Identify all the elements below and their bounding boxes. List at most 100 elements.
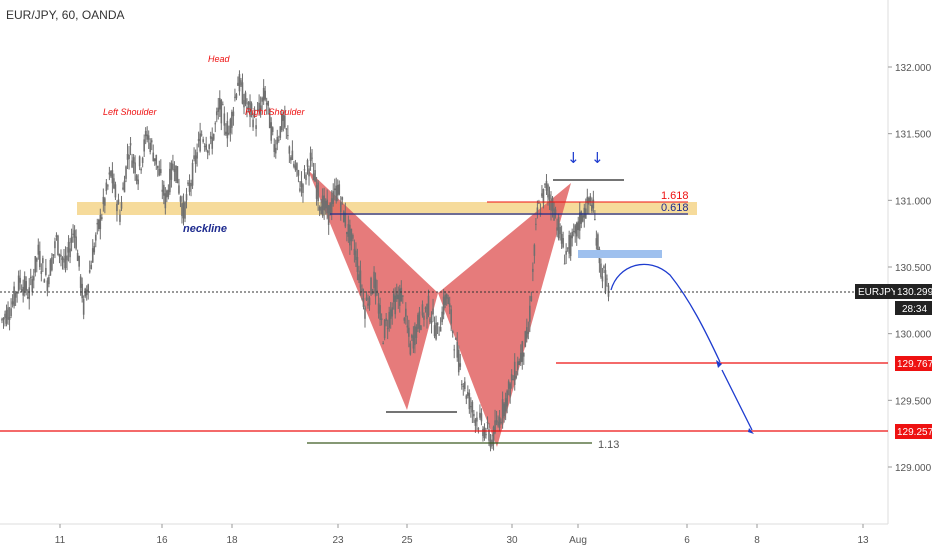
candle-body — [519, 352, 522, 363]
level-1-tag: 129.767 — [897, 359, 932, 370]
candle-body — [591, 204, 593, 211]
candle-body — [317, 182, 319, 202]
candle-body — [113, 178, 115, 189]
candle-body — [411, 334, 413, 338]
candle-body — [506, 390, 508, 407]
candle-body — [75, 236, 77, 249]
candle-body — [188, 182, 191, 192]
candle-body — [101, 217, 103, 220]
candle-body — [400, 287, 403, 302]
candle-body — [557, 216, 560, 239]
candle-body — [429, 318, 431, 323]
candle-body — [196, 152, 198, 159]
candle-body — [32, 276, 35, 281]
y-tick-label: 132.000 — [895, 63, 932, 74]
candle-body — [589, 196, 592, 203]
candle-body — [329, 203, 331, 216]
candle-body — [155, 154, 158, 165]
candle-body — [234, 96, 236, 98]
candle-body — [225, 131, 227, 135]
candle-body — [140, 168, 142, 171]
candle-body — [252, 119, 254, 128]
chart-title: EUR/JPY, 60, OANDA — [6, 8, 125, 22]
candle-body — [226, 120, 229, 139]
candle-body — [504, 398, 507, 412]
candle-body — [287, 134, 289, 137]
candle-body — [326, 199, 328, 214]
candle-body — [191, 162, 194, 186]
candle-body — [395, 293, 398, 300]
candle-body — [40, 270, 43, 274]
candle-body — [467, 391, 469, 396]
candle-body — [102, 196, 105, 205]
candle-body — [206, 150, 209, 153]
candle-body — [548, 194, 551, 200]
candle-body — [403, 318, 406, 321]
last-price-tag-bg — [895, 284, 932, 299]
candle-body — [513, 361, 516, 385]
candle-body — [347, 224, 350, 237]
candle-body — [377, 303, 380, 314]
candle-body — [575, 222, 578, 237]
candle-body — [120, 202, 123, 209]
candle-body — [303, 169, 306, 171]
candle-body — [355, 250, 357, 260]
candle-body — [308, 168, 310, 177]
candle-body — [19, 277, 21, 283]
candle-body — [595, 238, 598, 246]
candle-body — [13, 286, 15, 307]
candle-body — [182, 202, 185, 219]
candle-body — [456, 342, 459, 358]
candle-body — [72, 233, 74, 236]
candle-body — [297, 170, 300, 176]
candle-body — [76, 252, 79, 261]
candle-body — [383, 320, 386, 339]
candle-body — [406, 325, 409, 328]
candle-body — [294, 165, 297, 170]
candle-body — [55, 235, 58, 237]
candle-body — [371, 292, 374, 294]
y-tick-label: 129.500 — [895, 396, 932, 407]
candle-body — [468, 392, 471, 410]
candle-body — [344, 212, 347, 227]
candle-body — [565, 250, 567, 255]
candle-body — [290, 157, 292, 161]
candle-body — [126, 154, 129, 160]
candle-body — [270, 122, 273, 141]
candle-body — [365, 297, 368, 301]
candle-body — [507, 381, 510, 389]
candle-body — [228, 132, 230, 135]
candle-body — [459, 363, 462, 367]
candle-body — [542, 189, 545, 204]
candle-body — [172, 163, 174, 170]
candle-body — [58, 253, 61, 257]
candle-body — [580, 211, 583, 224]
candle-body — [374, 278, 377, 297]
candle-body — [388, 311, 390, 328]
candle-body — [426, 304, 428, 320]
candle-body — [435, 322, 437, 340]
down-arrow-icon: ↓ — [591, 149, 604, 167]
candle-body — [39, 251, 41, 268]
candle-body — [153, 158, 156, 162]
candle-body — [152, 152, 155, 161]
candle-body — [285, 128, 288, 130]
x-tick-label: 11 — [55, 535, 66, 546]
candle-body — [356, 257, 359, 272]
candle-body — [175, 165, 177, 182]
candle-body — [193, 155, 195, 160]
candle-body — [438, 334, 440, 336]
candle-body — [26, 297, 29, 299]
candle-body — [341, 197, 344, 200]
candle-body — [244, 92, 247, 105]
candle-body — [43, 279, 46, 283]
candle-body — [29, 276, 32, 279]
candle-body — [271, 127, 274, 132]
candle-body — [568, 235, 570, 254]
candle-body — [324, 200, 327, 209]
candle-body — [60, 255, 62, 257]
candle-body — [117, 199, 120, 205]
candle-body — [208, 144, 211, 149]
candle-body — [453, 349, 456, 351]
